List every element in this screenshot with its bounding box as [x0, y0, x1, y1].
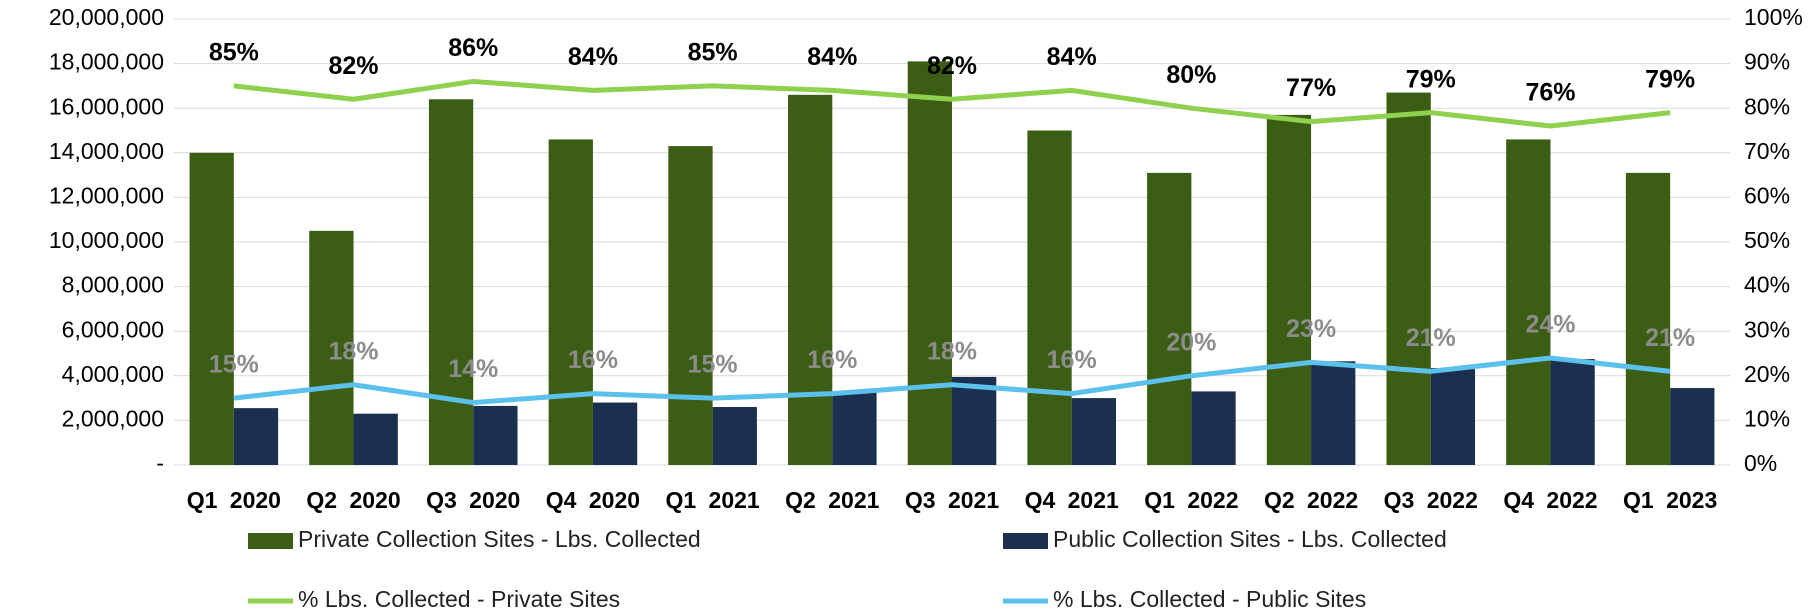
- data-label: 21%: [1406, 324, 1456, 352]
- bar: [668, 146, 713, 466]
- bar: [1670, 388, 1715, 465]
- x-tick-label: Q1 2021: [665, 487, 759, 513]
- bar: [592, 402, 638, 465]
- legend-label: % Lbs. Collected - Public Sites: [1053, 586, 1366, 612]
- data-label: 86%: [448, 34, 498, 62]
- bar: [309, 230, 354, 465]
- bar: [1506, 139, 1551, 466]
- x-tick-label: Q3 2022: [1384, 487, 1478, 513]
- x-tick-label: Q4 2021: [1025, 487, 1119, 513]
- bar: [189, 152, 234, 466]
- y-tick-label: 12,000,000: [49, 182, 164, 208]
- y-tick-label: 8,000,000: [62, 272, 164, 298]
- bar: [233, 408, 279, 465]
- data-label: 16%: [807, 346, 857, 374]
- y2-tick-label: 80%: [1744, 93, 1790, 119]
- bar: [1311, 361, 1356, 465]
- y2-tick-label: 100%: [1744, 4, 1803, 30]
- legend-swatch: [1003, 533, 1048, 549]
- bar: [353, 413, 398, 465]
- bar: [1071, 398, 1116, 465]
- y-tick-label: 6,000,000: [62, 316, 164, 342]
- data-label: 16%: [568, 346, 618, 374]
- bar: [1386, 92, 1431, 465]
- bar: [1266, 114, 1312, 465]
- y2-tick-label: 30%: [1744, 316, 1790, 342]
- data-label: 84%: [807, 43, 857, 71]
- y-tick-label: -: [156, 450, 164, 476]
- bar: [832, 391, 877, 465]
- data-label: 14%: [448, 355, 498, 383]
- data-label: 18%: [927, 337, 977, 365]
- bar: [548, 139, 593, 466]
- data-label: 85%: [688, 39, 738, 67]
- x-tick-label: Q1 2022: [1144, 487, 1238, 513]
- x-tick-label: Q3 2021: [905, 487, 999, 513]
- data-label: 21%: [1645, 324, 1695, 352]
- y2-tick-label: 60%: [1744, 182, 1790, 208]
- data-label: 16%: [1047, 346, 1097, 374]
- y-tick-label: 10,000,000: [49, 227, 164, 253]
- bar: [907, 61, 952, 466]
- legend-label: % Lbs. Collected - Private Sites: [298, 586, 620, 612]
- data-label: 80%: [1166, 61, 1216, 89]
- x-tick-label: Q4 2022: [1503, 487, 1597, 513]
- bar: [1027, 130, 1072, 465]
- y2-tick-label: 0%: [1744, 450, 1777, 476]
- y2-tick-label: 40%: [1744, 272, 1790, 298]
- bar: [1550, 359, 1595, 465]
- bar: [428, 99, 474, 465]
- y-tick-label: 20,000,000: [49, 4, 164, 30]
- line: [233, 78, 1671, 129]
- data-label: 24%: [1525, 311, 1575, 339]
- bar: [473, 405, 518, 465]
- x-tick-label: Q2 2021: [785, 487, 879, 513]
- data-label: 20%: [1166, 328, 1216, 356]
- bar: [712, 407, 757, 465]
- y-tick-label: 4,000,000: [62, 361, 164, 387]
- data-label: 85%: [209, 39, 259, 67]
- bar: [1147, 172, 1192, 465]
- data-label: 82%: [927, 52, 977, 80]
- data-label: 15%: [209, 351, 259, 379]
- data-label: 15%: [688, 351, 738, 379]
- legend-swatch: [248, 533, 293, 549]
- data-label: 79%: [1406, 65, 1456, 93]
- bar: [1430, 367, 1476, 465]
- bar: [1625, 172, 1671, 465]
- y2-tick-label: 50%: [1744, 227, 1790, 253]
- y2-tick-label: 10%: [1744, 405, 1790, 431]
- x-tick-label: Q1 2023: [1623, 487, 1717, 513]
- bar: [952, 376, 997, 465]
- y-tick-label: 14,000,000: [49, 138, 164, 164]
- y2-tick-label: 90%: [1744, 49, 1790, 75]
- bar: [1191, 391, 1236, 465]
- x-tick-label: Q2 2022: [1264, 487, 1358, 513]
- data-label: 82%: [329, 52, 379, 80]
- line: [233, 355, 1671, 406]
- data-label: 18%: [329, 337, 379, 365]
- data-label: 77%: [1286, 74, 1336, 102]
- y2-tick-label: 70%: [1744, 138, 1790, 164]
- x-tick-label: Q1 2020: [187, 487, 281, 513]
- y2-tick-label: 20%: [1744, 361, 1790, 387]
- x-tick-label: Q3 2020: [426, 487, 520, 513]
- y-tick-label: 16,000,000: [49, 93, 164, 119]
- data-label: 76%: [1525, 79, 1575, 107]
- legend-label: Private Collection Sites - Lbs. Collecte…: [298, 526, 701, 552]
- data-label: 79%: [1645, 65, 1695, 93]
- x-tick-label: Q2 2020: [306, 487, 400, 513]
- y-tick-label: 2,000,000: [62, 405, 164, 431]
- bar: [788, 94, 833, 465]
- data-label: 84%: [1047, 43, 1097, 71]
- x-tick-label: Q4 2020: [546, 487, 640, 513]
- data-label: 23%: [1286, 315, 1336, 343]
- y-tick-label: 18,000,000: [49, 49, 164, 75]
- data-label: 84%: [568, 43, 618, 71]
- legend-label: Public Collection Sites - Lbs. Collected: [1053, 526, 1447, 552]
